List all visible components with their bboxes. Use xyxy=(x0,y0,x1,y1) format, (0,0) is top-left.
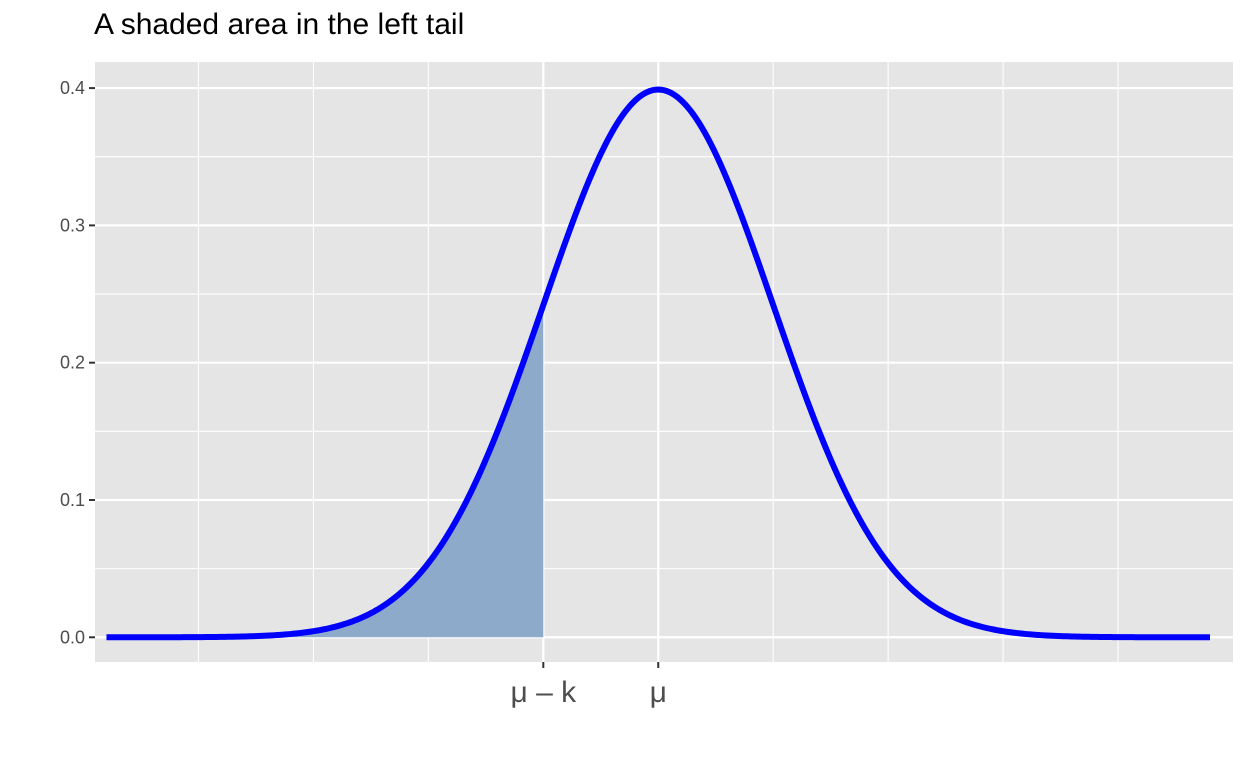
shaded-left-tail-area xyxy=(106,305,544,638)
y-tick-label: 0.0 xyxy=(60,627,85,647)
y-tick-label: 0.3 xyxy=(60,215,85,235)
x-tick-label: μ xyxy=(650,676,667,709)
y-tick-label: 0.4 xyxy=(60,78,85,98)
x-tick-label: μ – k xyxy=(510,676,577,709)
density-curve xyxy=(106,86,1211,641)
y-axis: 0.0 0.1 0.2 0.3 0.4 xyxy=(60,78,95,647)
y-tick-label: 0.1 xyxy=(60,490,85,510)
chart-title: A shaded area in the left tail xyxy=(94,8,465,41)
y-tick-label: 0.2 xyxy=(60,353,85,373)
major-gridlines xyxy=(95,62,1233,662)
